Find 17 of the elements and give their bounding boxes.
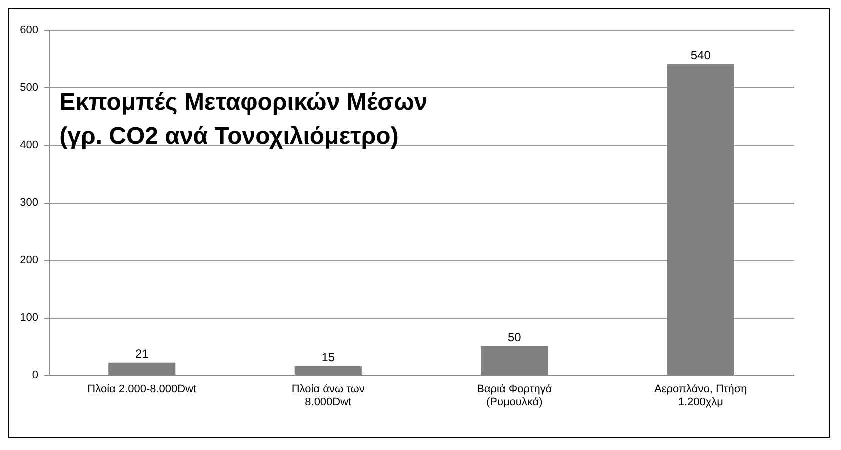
text: (γρ. CO2 ανά Τονοχιλιόμετρο) <box>60 123 399 150</box>
x-tick-label: Βαριά Φορτηγά (Ρυμουλκά) <box>477 384 553 408</box>
y-tick-label: 500 <box>20 82 38 94</box>
x-tick-label: Πλοία 2.000-8.000Dwt <box>88 384 197 396</box>
data-label: 21 <box>135 346 150 361</box>
y-tick-label: 0 <box>32 370 38 382</box>
x-tick-label: Πλοία άνω των 8.000Dwt <box>292 384 366 408</box>
y-tick-label: 400 <box>20 140 38 152</box>
x-tick-label: Αεροπλάνο, Πτήση 1.200χλμ <box>654 384 748 408</box>
y-tick-label: 100 <box>20 312 38 324</box>
data-label: 50 <box>508 330 522 344</box>
y-tick-label: 200 <box>20 254 38 266</box>
data-label: 15 <box>322 350 336 364</box>
data-label: 540 <box>690 48 712 62</box>
text: Εκπομπές Μεταφορικών Μέσων <box>60 89 428 116</box>
y-tick-label: 600 <box>20 24 38 36</box>
y-tick-label: 300 <box>20 197 38 209</box>
